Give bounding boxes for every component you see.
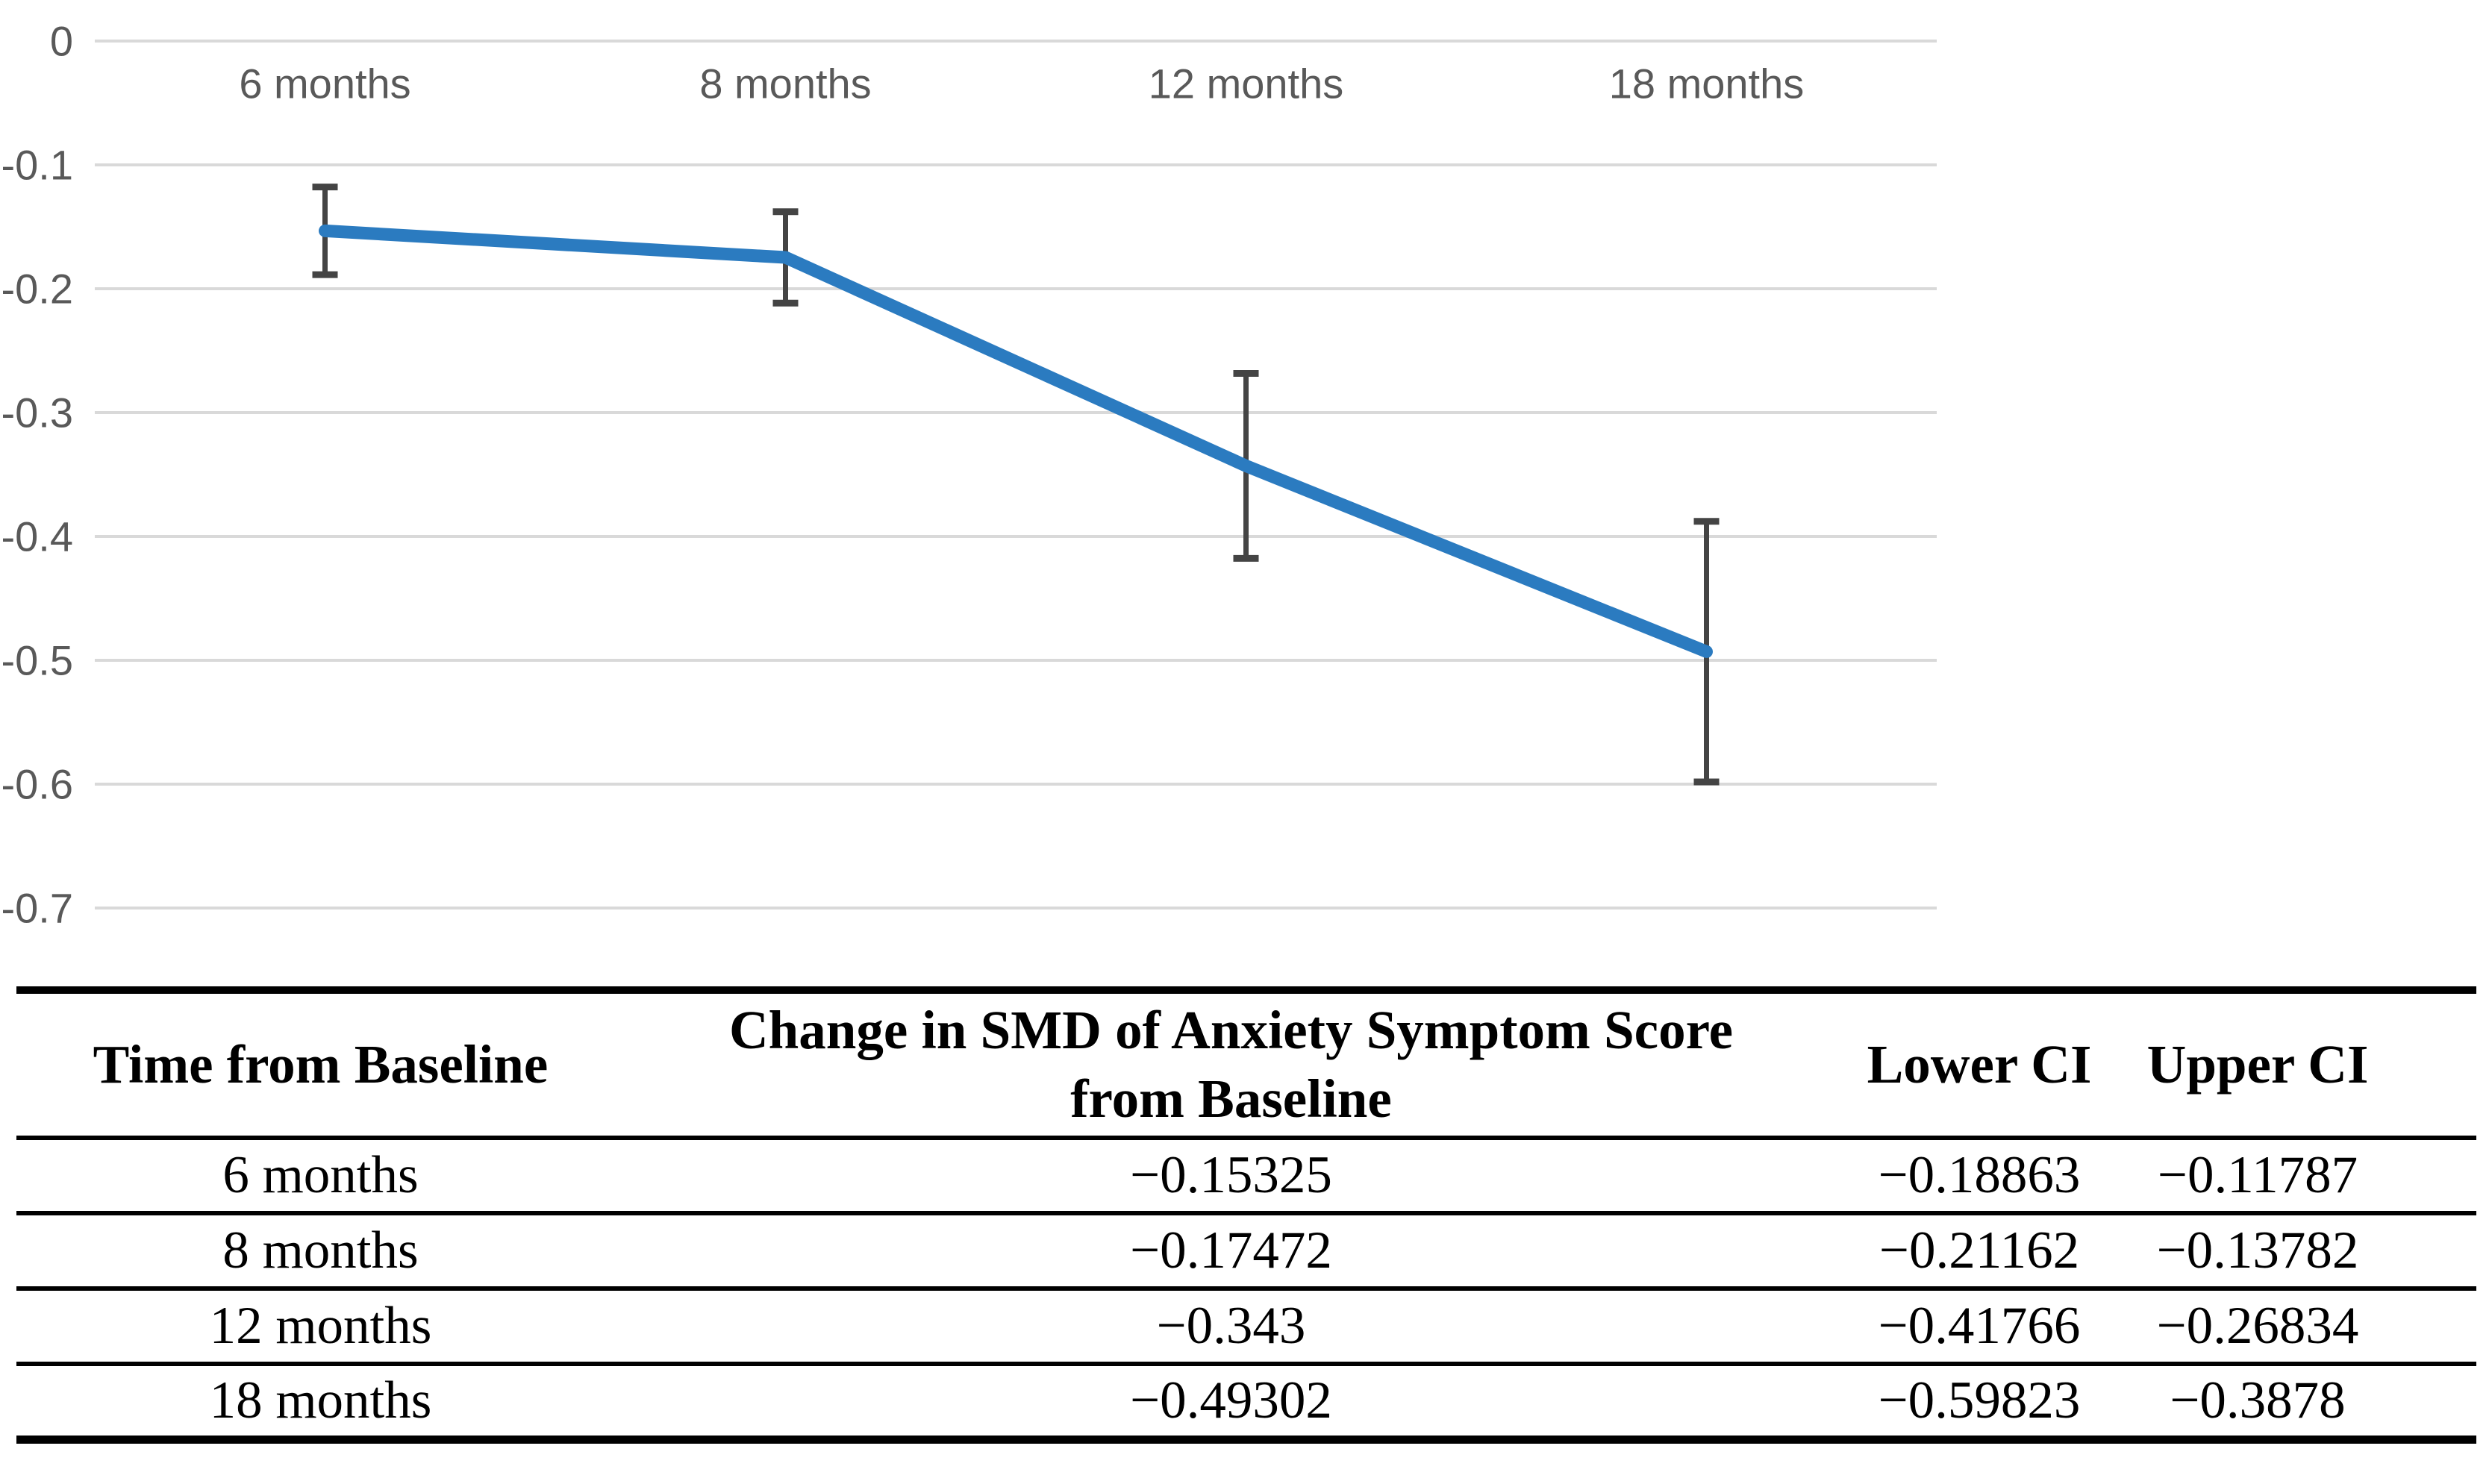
table-row: 12 months −0.343 −0.41766 −0.26834 (16, 1289, 2476, 1364)
header-upper-ci: Upper CI (2146, 1034, 2369, 1095)
x-category-label: 8 months (699, 60, 871, 107)
cell-lower-ci: −0.59823 (1878, 1371, 2081, 1430)
y-axis-tick-label: 0 (50, 18, 73, 65)
cell-change: −0.15325 (1130, 1146, 1332, 1204)
cell-lower-ci: −0.21162 (1879, 1221, 2080, 1280)
cell-time: 6 months (222, 1146, 419, 1204)
y-axis-tick-label: -0.7 (1, 885, 74, 932)
header-change-smd-line2: from Baseline (1070, 1068, 1392, 1129)
table-row: 18 months −0.49302 −0.59823 −0.3878 (16, 1364, 2476, 1439)
cell-lower-ci: −0.41766 (1878, 1297, 2081, 1355)
y-axis-tick-label: -0.1 (1, 142, 74, 189)
y-axis-tick-label: -0.2 (1, 266, 74, 313)
cell-upper-ci: −0.11787 (2157, 1146, 2358, 1204)
cell-time: 12 months (209, 1297, 432, 1355)
y-axis-tick-label: -0.6 (1, 761, 74, 808)
cell-upper-ci: −0.3878 (2170, 1371, 2346, 1430)
header-lower-ci: Lower CI (1867, 1034, 2092, 1095)
cell-upper-ci: −0.13782 (2156, 1221, 2359, 1280)
ci-table-body: 6 months −0.15325 −0.18863 −0.11787 8 months… (16, 1138, 2476, 1439)
y-axis-tick-label: -0.5 (1, 637, 74, 684)
y-axis-tick-label: -0.4 (1, 513, 74, 560)
ci-table: Time from Baseline Change in SMD of Anxi… (16, 986, 2476, 1444)
ci-table-header: Time from Baseline Change in SMD of Anxi… (16, 990, 2476, 1138)
x-category-label: 6 months (239, 60, 410, 107)
cell-change: −0.49302 (1130, 1371, 1332, 1430)
cell-lower-ci: −0.18863 (1878, 1146, 2081, 1204)
x-category-label: 18 months (1609, 60, 1805, 107)
y-axis-tick-label: -0.3 (1, 389, 74, 436)
table-row: 8 months −0.17472 −0.21162 −0.13782 (16, 1213, 2476, 1289)
cell-time: 18 months (209, 1371, 432, 1430)
cell-change: −0.17472 (1130, 1221, 1332, 1280)
smd-data-line (319, 224, 1713, 658)
cell-change: −0.343 (1156, 1297, 1306, 1355)
x-category-label: 12 months (1149, 60, 1344, 107)
table-row: 6 months −0.15325 −0.18863 −0.11787 (16, 1138, 2476, 1213)
cell-upper-ci: −0.26834 (2156, 1297, 2359, 1355)
cell-time: 8 months (222, 1221, 419, 1280)
smd-line-chart: 0 -0.1 -0.2 -0.3 -0.4 -0.5 -0.6 -0.7 6 months 8 m… (1, 18, 1937, 932)
header-change-smd-line1: Change in SMD of Anxiety Symptom Score (728, 1000, 1734, 1060)
header-change-smd: Change in SMD of Anxiety Symptom Score f… (625, 990, 1837, 1138)
header-time-from-baseline: Time from Baseline (93, 1034, 549, 1095)
header-row: Time from Baseline Change in SMD of Anxi… (16, 990, 2476, 1138)
